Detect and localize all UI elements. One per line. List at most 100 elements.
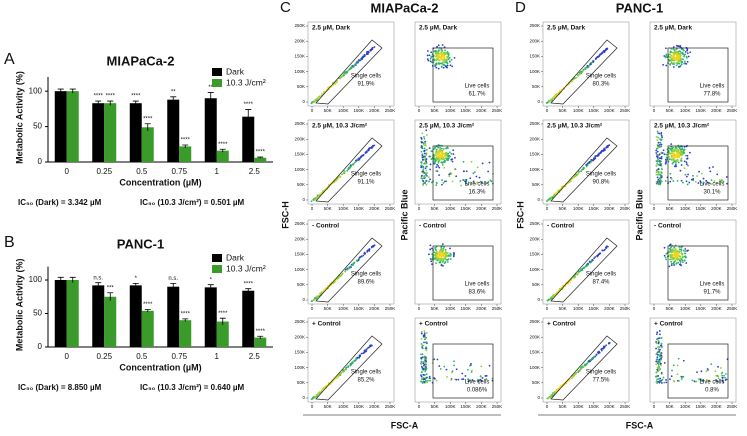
event-dot: [316, 194, 319, 197]
event-dot: [660, 179, 663, 182]
event-dot: [682, 49, 685, 52]
event-dot: [576, 173, 579, 176]
event-dot: [679, 64, 682, 67]
event-dot: [427, 176, 430, 179]
x-tick-label: 250K: [492, 108, 503, 113]
event-dot: [680, 375, 683, 378]
bar: [167, 99, 180, 162]
x-tick-label: 1: [215, 167, 220, 176]
event-dot: [705, 179, 708, 182]
event-dot: [670, 61, 673, 64]
event-dot: [345, 366, 347, 369]
event-dot: [433, 254, 435, 257]
gate-percent: 91.7%: [703, 290, 721, 296]
flow-plot: Live cells 30.1% 2.5 µM, 10.3 J/cm² 0 50K 100…: [649, 119, 737, 211]
event-dot: [680, 164, 683, 166]
event-dot: [450, 58, 453, 61]
event-dot: [437, 253, 440, 255]
x-tick-label: 150K: [696, 206, 707, 211]
event-dot: [420, 175, 423, 177]
event-dot: [662, 63, 665, 66]
significance-label: ****: [181, 311, 191, 317]
event-dot: [665, 161, 667, 164]
event-dot: [425, 368, 428, 371]
event-dot: [421, 353, 424, 356]
x-tick-label: 200K: [604, 108, 615, 113]
event-dot: [436, 163, 439, 166]
event-dot: [366, 347, 369, 349]
event-dot: [660, 346, 663, 349]
event-dot: [420, 177, 423, 180]
event-dot: [479, 180, 482, 183]
event-dot: [706, 368, 709, 370]
panel-title: PANC-1: [616, 0, 663, 15]
event-dot: [659, 162, 662, 165]
event-dot: [682, 58, 684, 61]
x-tick-label: 250K: [620, 206, 631, 211]
event-dot: [670, 264, 673, 267]
event-dot: [680, 249, 683, 251]
event-dot: [448, 57, 451, 59]
y-tick-label: 0: [38, 342, 43, 351]
event-dot: [661, 378, 664, 381]
event-dot: [363, 349, 366, 352]
event-dot: [448, 255, 450, 257]
legend-swatch: [212, 265, 222, 273]
event-dot: [446, 55, 449, 58]
event-dot: [675, 59, 678, 62]
event-dot: [723, 374, 725, 377]
event-dot: [668, 265, 671, 268]
event-dot: [655, 338, 658, 341]
x-tick-label: 2.5: [249, 167, 261, 176]
event-dot: [433, 251, 436, 254]
event-dot: [449, 252, 452, 255]
error-bar: [107, 292, 114, 301]
event-dot: [480, 365, 483, 368]
event-dot: [441, 149, 444, 152]
event-dot: [467, 378, 469, 381]
bar: [179, 320, 192, 347]
event-dot: [594, 157, 597, 160]
event-dot: [455, 378, 458, 381]
event-dot: [598, 54, 601, 57]
event-dot: [665, 160, 668, 163]
event-dot: [428, 253, 430, 256]
event-dot: [659, 333, 661, 336]
event-dot: [659, 164, 662, 166]
event-dot: [546, 200, 548, 202]
event-dot: [672, 57, 675, 60]
y-tick-label: 200K: [529, 236, 540, 241]
event-dot: [438, 56, 441, 59]
event-dot: [424, 158, 427, 161]
event-dot: [338, 373, 341, 376]
event-dot: [686, 52, 689, 55]
event-dot: [663, 381, 666, 384]
significance-label: ****: [143, 302, 153, 308]
event-dot: [433, 377, 436, 379]
event-dot: [582, 69, 585, 72]
event-dot: [420, 371, 423, 374]
significance-label: ****: [256, 329, 266, 335]
event-dot: [678, 246, 681, 248]
event-dot: [670, 143, 673, 146]
event-dot: [422, 362, 425, 365]
event-dot: [348, 167, 351, 170]
event-dot: [656, 162, 659, 165]
event-dot: [353, 360, 356, 363]
significance-label: *: [135, 276, 138, 282]
event-dot: [656, 366, 659, 369]
event-dot: [577, 369, 580, 372]
event-dot: [655, 381, 658, 384]
bar: [104, 296, 117, 347]
event-dot: [462, 170, 465, 173]
gate: [432, 343, 494, 399]
y-axis-label: Metabolic Activity (%): [14, 71, 24, 164]
event-dot: [435, 256, 438, 259]
event-dot: [423, 147, 426, 150]
event-dot: [680, 246, 683, 248]
event-dot: [424, 167, 427, 170]
y-tick-label: 150K: [294, 54, 305, 59]
event-dot: [490, 180, 493, 183]
y-tick-label: 150K: [529, 152, 540, 157]
legend-swatch: [212, 254, 222, 262]
